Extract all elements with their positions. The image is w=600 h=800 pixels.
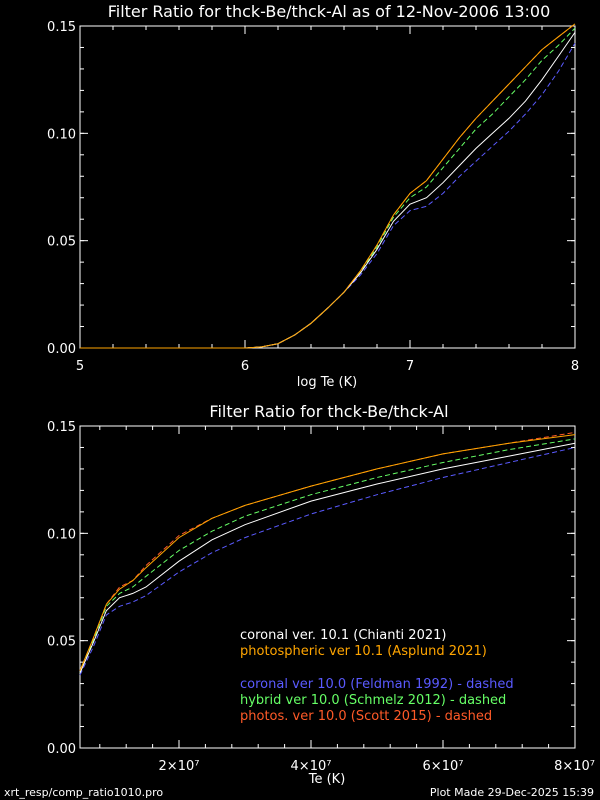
series-line xyxy=(79,438,576,674)
bottom-chart: Filter Ratio for thck-Be/thck-Al 0.000.0… xyxy=(47,402,595,787)
series-line xyxy=(80,23,576,349)
x-tick-label: 8×10⁷ xyxy=(554,759,595,774)
x-tick-label: 7 xyxy=(406,359,414,374)
top-axis-ticks: 0.00 0.05 0.10 0.15 5 6 7 8 xyxy=(47,20,579,374)
legend-entry: photos. ver 10.0 (Scott 2015) - dashed xyxy=(240,709,492,724)
y-tick-label: 0.10 xyxy=(47,527,76,542)
top-chart: Filter Ratio for thck-Be/thck-Al as of 1… xyxy=(47,2,579,390)
series-line xyxy=(79,442,576,674)
x-tick-label: 4×10⁷ xyxy=(291,759,332,774)
y-tick-label: 0.00 xyxy=(47,342,76,357)
bottom-series-lines xyxy=(79,431,576,676)
top-chart-title: Filter Ratio for thck-Be/thck-Al as of 1… xyxy=(108,2,551,21)
footer-program-name: xrt_resp/comp_ratio1010.pro xyxy=(4,786,163,799)
y-tick-label: 0.15 xyxy=(47,20,76,35)
series-line xyxy=(80,27,576,349)
series-line xyxy=(80,32,576,349)
x-tick-label: 5 xyxy=(76,359,84,374)
bottom-axis-ticks: 0.00 0.05 0.10 0.15 2×10⁷ 4×10⁷ 6×10⁷ 8×10⁷ xyxy=(47,420,595,774)
top-x-axis-label: log Te (K) xyxy=(297,375,357,390)
bottom-plot-frame xyxy=(79,425,576,749)
x-tick-label: 2×10⁷ xyxy=(159,759,200,774)
legend-entry: coronal ver 10.0 (Feldman 1992) - dashed xyxy=(240,677,514,692)
y-tick-label: 0.05 xyxy=(47,235,76,250)
legend-entry: coronal ver. 10.1 (Chianti 2021) xyxy=(240,628,446,643)
series-line xyxy=(79,447,576,676)
x-tick-label: 8 xyxy=(571,359,579,374)
top-series-lines xyxy=(80,23,576,349)
top-plot-frame xyxy=(79,25,576,349)
bottom-chart-title: Filter Ratio for thck-Be/thck-Al xyxy=(209,402,448,421)
x-tick-label: 6 xyxy=(241,359,249,374)
legend-entry: hybrid ver 10.0 (Schmelz 2012) - dashed xyxy=(240,693,506,708)
x-tick-label: 6×10⁷ xyxy=(423,759,464,774)
y-tick-label: 0.15 xyxy=(47,420,76,435)
y-tick-label: 0.05 xyxy=(47,635,76,650)
legend-entry: photospheric ver 10.1 (Asplund 2021) xyxy=(240,644,487,659)
y-tick-label: 0.10 xyxy=(47,127,76,142)
bottom-x-axis-label: Te (K) xyxy=(308,772,346,787)
y-tick-label: 0.00 xyxy=(47,742,76,757)
series-line xyxy=(80,42,576,349)
bottom-legend: coronal ver. 10.1 (Chianti 2021)photosph… xyxy=(240,628,514,724)
series-line xyxy=(79,434,576,671)
series-line xyxy=(80,23,576,349)
footer-plot-date: Plot Made 29-Dec-2025 15:39 xyxy=(430,786,594,799)
